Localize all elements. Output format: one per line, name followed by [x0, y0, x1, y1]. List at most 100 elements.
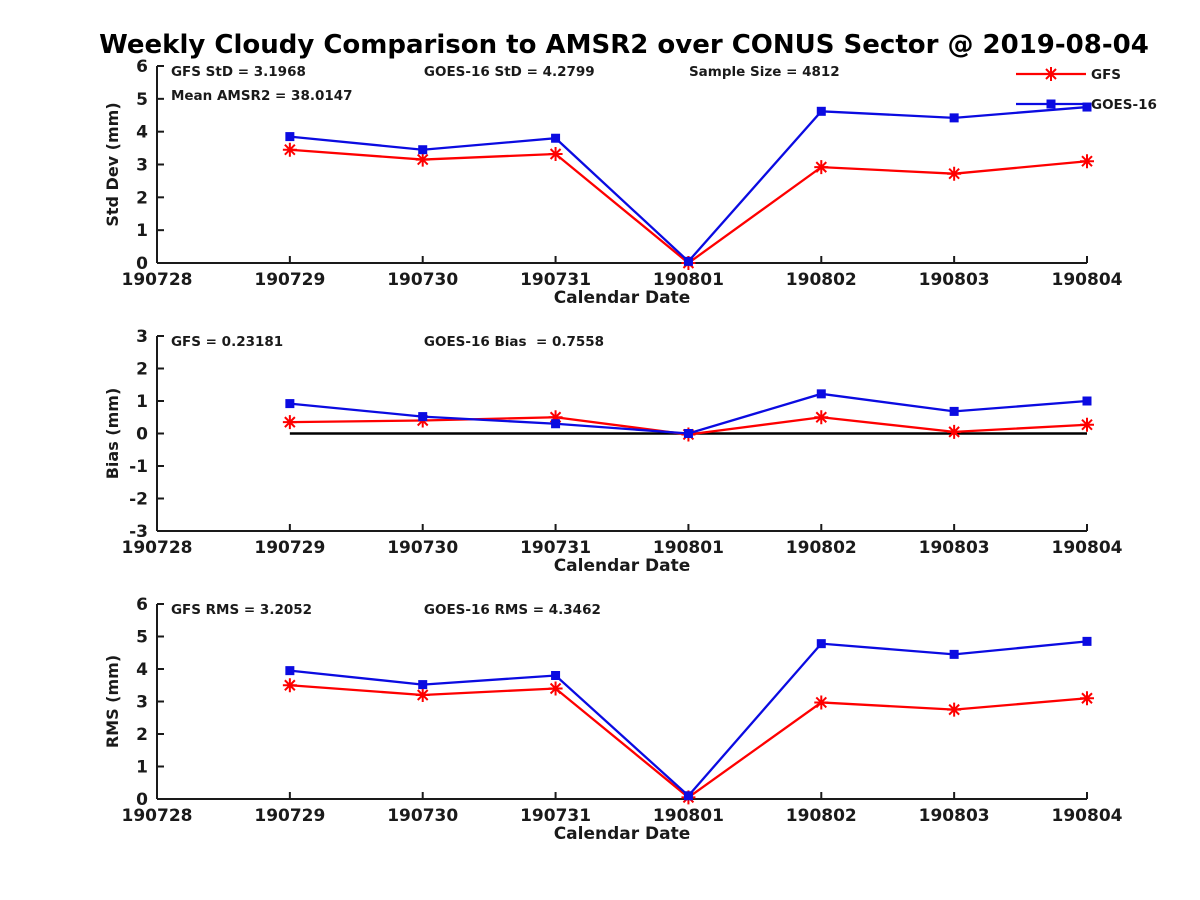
subplot-1: -3 -2 -1 0 1 2 3 190728 190729 190730 190731 190801… — [103, 327, 1123, 576]
annotation: Mean AMSR2 = 38.0147 — [171, 88, 353, 104]
goes-16-marker — [1082, 396, 1092, 406]
annotation: GFS StD = 3.1968 — [171, 64, 306, 80]
annotation: GFS = 0.23181 — [171, 334, 283, 350]
goes-16-marker — [418, 412, 428, 422]
y-tick-label: 3 — [136, 327, 148, 347]
y-tick-label: 3 — [136, 693, 148, 713]
goes-16-marker — [551, 133, 561, 143]
annotation: GOES-16 Bias = 0.7558 — [424, 334, 604, 350]
x-tick-label: 190802 — [786, 538, 857, 558]
y-tick-label: 0 — [136, 790, 148, 810]
goes-16-line — [289, 640, 1088, 798]
y-tick-label: 5 — [136, 90, 148, 110]
y-tick-label: 1 — [136, 221, 148, 241]
gfs-line — [289, 148, 1088, 265]
y-axis-label: Std Dev (mm) — [103, 102, 122, 226]
goes-16-marker — [949, 406, 959, 416]
x-tick-label: 190801 — [653, 270, 724, 290]
goes-16-marker — [949, 649, 959, 659]
gfs-marker — [1080, 691, 1094, 706]
gfs-marker — [814, 410, 829, 425]
legend-label-gfs: GFS — [1091, 67, 1121, 83]
x-tick-label: 190728 — [122, 806, 193, 826]
y-tick-label: 4 — [136, 123, 148, 143]
annotation: Sample Size = 4812 — [689, 64, 840, 80]
y-tick-label: 3 — [136, 156, 148, 176]
gfs-marker — [1080, 154, 1094, 169]
x-tick-label: 190803 — [919, 538, 990, 558]
gfs-marker — [548, 146, 563, 161]
goes-16-line — [289, 105, 1088, 264]
subplot-2: 0 1 2 3 4 5 6 190728 190729 190730 190731 190801 190… — [103, 595, 1123, 844]
x-tick-label: 190730 — [387, 270, 458, 290]
x-tick-label: 190801 — [653, 806, 724, 826]
y-tick-label: 2 — [136, 188, 148, 208]
x-tick-label: 190729 — [254, 270, 325, 290]
goes-16-marker — [418, 145, 428, 155]
gfs-marker — [814, 695, 829, 710]
goes-16-marker — [551, 419, 561, 429]
x-tick-label: 190804 — [1052, 270, 1123, 290]
y-tick-label: 0 — [136, 254, 148, 274]
y-tick-label: 5 — [136, 628, 148, 648]
x-tick-label: 190729 — [254, 538, 325, 558]
x-tick-label: 190731 — [520, 270, 591, 290]
gfs-marker — [947, 166, 962, 181]
gfs-marker — [282, 142, 297, 157]
gfs-marker — [548, 410, 563, 425]
goes-16-marker — [949, 113, 959, 123]
legend-label-goes-16: GOES-16 — [1091, 97, 1157, 113]
x-tick-label: 190803 — [919, 806, 990, 826]
y-tick-label: 1 — [136, 392, 148, 412]
gfs-marker — [548, 681, 563, 696]
goes-16-marker — [816, 389, 826, 399]
x-axis-label: Calendar Date — [554, 556, 691, 576]
y-tick-label: 2 — [136, 360, 148, 380]
gfs-marker — [282, 415, 297, 430]
goes-16-marker — [551, 671, 561, 680]
legend-marker-gfs — [1044, 67, 1058, 81]
x-axis-label: Calendar Date — [554, 288, 691, 308]
x-tick-label: 190728 — [122, 538, 193, 558]
x-tick-label: 190728 — [122, 270, 193, 290]
y-tick-label: 0 — [136, 425, 148, 445]
x-tick-label: 190804 — [1052, 806, 1123, 826]
goes-16-marker — [418, 680, 428, 690]
gfs-marker — [415, 152, 430, 167]
y-tick-label: -2 — [129, 490, 148, 510]
x-tick-label: 190801 — [653, 538, 724, 558]
subplots-group: 0 1 2 3 4 5 6 190728 190729 190730 190731 190801 190… — [103, 57, 1157, 844]
y-tick-label: 2 — [136, 725, 148, 745]
gfs-marker — [947, 702, 962, 717]
goes-16-marker — [1082, 102, 1092, 112]
goes-16-marker — [285, 666, 295, 676]
y-tick-label: -3 — [129, 522, 148, 542]
y-axis-label: RMS (mm) — [103, 655, 122, 748]
goes-16-marker — [1082, 636, 1092, 646]
annotation: GOES-16 StD = 4.2799 — [424, 64, 595, 80]
x-tick-label: 190730 — [387, 538, 458, 558]
x-tick-label: 190803 — [919, 270, 990, 290]
x-tick-label: 190730 — [387, 806, 458, 826]
goes-16-marker — [816, 639, 826, 649]
annotation: GFS RMS = 3.2052 — [171, 602, 312, 618]
gfs-marker — [947, 424, 962, 439]
chart-title: Weekly Cloudy Comparison to AMSR2 over C… — [99, 30, 1149, 60]
y-tick-label: 4 — [136, 660, 148, 680]
annotation: GOES-16 RMS = 4.3462 — [424, 602, 601, 618]
y-tick-label: 1 — [136, 758, 148, 778]
y-tick-label: -1 — [129, 457, 148, 477]
legend-marker-goes-16 — [1046, 99, 1056, 109]
y-tick-label: 6 — [136, 57, 148, 77]
gfs-marker — [282, 678, 297, 693]
x-tick-label: 190802 — [786, 806, 857, 826]
x-tick-label: 190731 — [520, 538, 591, 558]
goes-16-marker — [285, 399, 295, 409]
subplot-0: 0 1 2 3 4 5 6 190728 190729 190730 190731 190801 190… — [103, 57, 1157, 308]
x-axis-label: Calendar Date — [554, 824, 691, 844]
goes-16-marker — [816, 106, 826, 116]
y-axis-label: Bias (mm) — [103, 388, 122, 480]
gfs-line — [289, 684, 1088, 799]
